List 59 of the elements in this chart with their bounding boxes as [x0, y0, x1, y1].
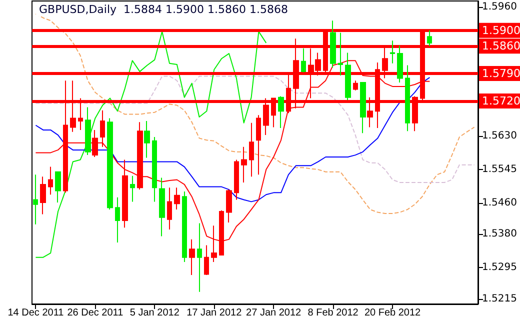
x-tick-label: 27 Jan 2012	[246, 308, 302, 318]
candlestick	[92, 129, 98, 158]
candlestick	[234, 159, 239, 200]
candlestick	[278, 96, 284, 128]
candlestick	[159, 177, 165, 237]
line-series	[35, 76, 475, 183]
candlestick	[174, 187, 180, 210]
chart-title: GBPUSD,Daily 1.5884 1.5900 1.5860 1.5868	[39, 3, 288, 16]
candlestick	[249, 122, 254, 178]
candlestick	[427, 30, 432, 47]
ref-line-label: 1.5860	[482, 40, 520, 53]
candlestick	[405, 64, 410, 132]
line-series	[35, 76, 430, 202]
candlestick	[353, 80, 358, 91]
candlestick	[360, 82, 366, 134]
candlestick	[397, 45, 403, 84]
candlestick	[55, 171, 61, 203]
candlestick	[226, 189, 232, 223]
candlestick	[130, 175, 135, 202]
candlestick	[390, 40, 395, 64]
ref-line-label: 1.5720	[482, 94, 520, 108]
ref-line-label: 1.5900	[482, 24, 520, 37]
x-tick-label: 14 Dec 2011	[8, 308, 64, 318]
y-tick-label: 1.5215	[482, 293, 518, 304]
line-series	[35, 31, 267, 258]
candlestick	[182, 191, 187, 263]
y-tick-label: 1.5295	[482, 262, 518, 274]
y-tick-label: 1.5545	[482, 164, 518, 176]
candlestick	[137, 122, 143, 190]
y-tick-label: 1.5460	[482, 197, 518, 208]
candlestick	[197, 222, 202, 292]
x-tick-label: 20 Feb 2012	[364, 308, 422, 318]
ref-line-label: 1.5790	[482, 67, 520, 80]
candlestick	[48, 166, 53, 196]
candlestick	[152, 136, 157, 202]
candlestick	[100, 110, 105, 148]
x-tick-label: 26 Dec 2011	[67, 308, 124, 318]
y-tick-label: 1.5630	[482, 130, 518, 142]
candlestick	[338, 32, 343, 76]
candlestick	[167, 187, 172, 230]
y-tick-label: 1.5380	[482, 228, 518, 240]
candlestick	[107, 118, 113, 210]
x-tick-label: 8 Feb 2012	[308, 308, 359, 318]
candlestick	[204, 244, 209, 276]
candlestick	[330, 20, 336, 68]
candlestick	[189, 238, 195, 276]
candlestick	[345, 52, 351, 101]
candlestick	[40, 176, 46, 215]
candlestick	[122, 159, 128, 228]
candlestick	[144, 120, 150, 158]
candlestick	[115, 196, 120, 243]
x-tick-label: 17 Jan 2012	[186, 308, 242, 318]
candlestick	[85, 106, 91, 156]
x-tick-label: 5 Jan 2012	[130, 308, 180, 318]
y-tick-label: 1.5960	[482, 1, 518, 12]
candlestick	[256, 114, 261, 176]
candlestick	[301, 48, 306, 73]
candlestick	[33, 174, 38, 225]
candlestick	[241, 146, 247, 183]
